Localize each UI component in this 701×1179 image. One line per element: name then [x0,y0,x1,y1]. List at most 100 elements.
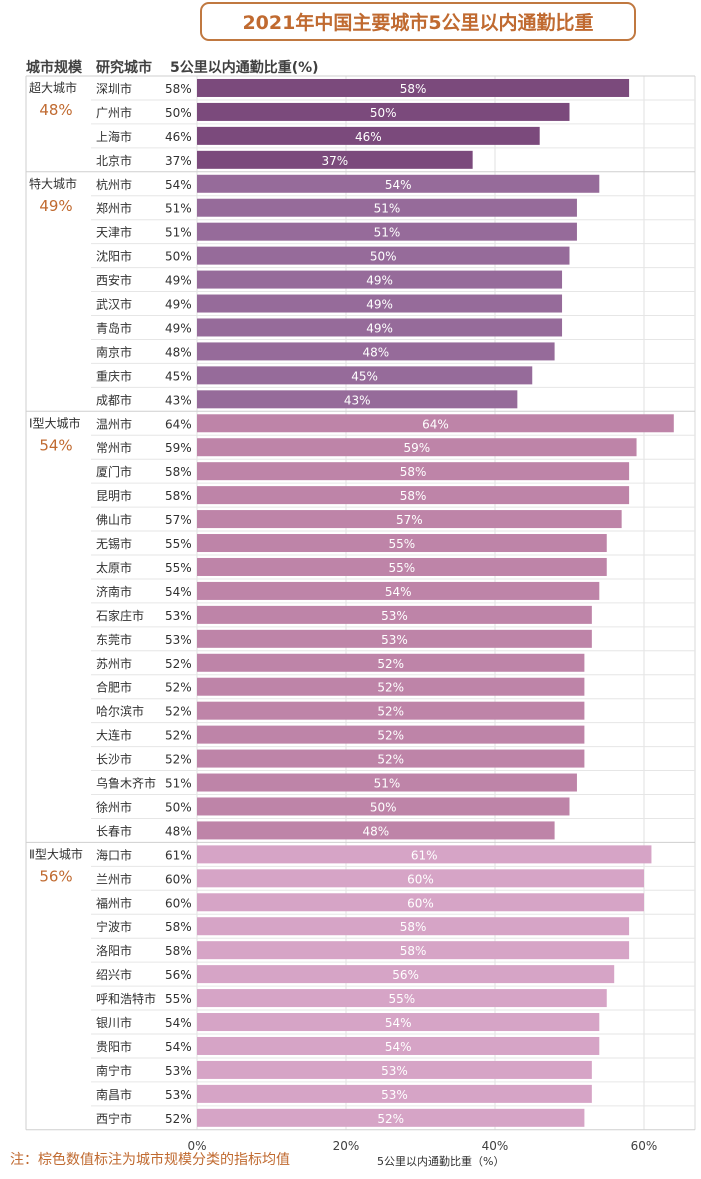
value-label: 59% [165,441,192,455]
value-label: 52% [165,753,192,767]
value-label: 50% [165,250,192,264]
chart-title: 2021年中国主要城市5公里以内通勤比重 [200,2,636,41]
value-label: 48% [165,824,192,838]
bar-data-label: 49% [366,298,393,312]
bar [197,1036,600,1055]
bar [197,773,577,792]
city-label: 天津市 [96,225,132,240]
bar-data-label: 58% [400,944,427,958]
value-label: 54% [165,585,192,599]
bar-data-label: 51% [374,777,401,791]
bar [197,126,540,145]
value-label: 49% [165,274,192,288]
bar [197,78,630,97]
bar [197,821,555,840]
bar-data-label: 55% [389,561,416,575]
bar-data-label: 52% [377,729,404,743]
bar [197,534,607,553]
bar-data-label: 64% [422,417,449,431]
city-label: 西宁市 [96,1111,132,1126]
city-label: 南宁市 [96,1063,132,1078]
value-label: 57% [165,513,192,527]
chart-title-text: 2021年中国主要城市5公里以内通勤比重 [242,12,594,34]
value-label: 55% [165,992,192,1006]
bar [197,557,607,576]
bar-data-label: 53% [381,1064,408,1078]
bar [197,438,637,457]
bar [197,989,607,1008]
bar-data-label: 52% [377,753,404,767]
value-label: 48% [165,345,192,359]
bar [197,1108,585,1127]
bar [197,1060,592,1079]
bar [197,390,518,409]
x-tick-label: 20% [333,1139,360,1153]
bar-data-label: 55% [389,992,416,1006]
x-tick-label: 0% [187,1139,206,1153]
bar [197,174,600,193]
bar [197,222,577,241]
value-label: 52% [165,657,192,671]
value-label: 50% [165,106,192,120]
value-label: 49% [165,298,192,312]
value-label: 52% [165,729,192,743]
bar [197,701,585,720]
bar-data-label: 52% [377,1112,404,1126]
city-label: 佛山市 [96,512,132,527]
bar-data-label: 52% [377,705,404,719]
group-average: 56% [39,867,72,885]
bar [197,725,585,744]
value-label: 61% [165,848,192,862]
value-label: 49% [165,321,192,335]
value-label: 52% [165,681,192,695]
bar [197,342,555,361]
bar-data-label: 53% [381,1088,408,1102]
group-average: 48% [39,101,72,119]
bar-data-label: 56% [392,968,419,982]
city-label: 大连市 [96,728,132,743]
city-label: 南昌市 [96,1087,132,1102]
city-label: 海口市 [96,847,132,862]
bar-data-label: 49% [366,321,393,335]
city-label: 杭州市 [96,177,132,192]
city-label: 重庆市 [96,368,132,383]
value-label: 54% [165,1016,192,1030]
city-label: 贵阳市 [96,1039,132,1054]
bar [197,677,585,696]
city-label: 银川市 [96,1015,132,1030]
group-average: 54% [39,436,72,454]
city-label: 武汉市 [96,297,132,312]
city-label: 厦门市 [96,464,132,479]
bar [197,869,644,888]
bar-data-label: 46% [355,130,382,144]
bar-data-label: 53% [381,609,408,623]
city-label: 成都市 [96,392,132,407]
bar [197,1013,600,1032]
bar-data-label: 48% [362,345,389,359]
bar-data-label: 54% [385,1040,412,1054]
city-label: 长沙市 [96,752,132,767]
bar [197,462,630,481]
value-label: 43% [165,393,192,407]
bar-data-label: 43% [344,393,371,407]
city-label: 合肥市 [96,680,132,695]
city-label: 广州市 [96,105,132,120]
city-label: 常州市 [96,440,132,455]
city-label: 上海市 [96,129,132,144]
bar [197,749,585,768]
bar-data-label: 50% [370,250,397,264]
value-label: 50% [165,800,192,814]
city-label: 温州市 [96,416,132,431]
bar-data-label: 57% [396,513,423,527]
bar [197,510,622,529]
city-label: 太原市 [96,560,132,575]
bar-data-label: 54% [385,1016,412,1030]
value-label: 51% [165,226,192,240]
value-label: 64% [165,417,192,431]
bar-data-label: 61% [411,848,438,862]
value-label: 55% [165,561,192,575]
value-label: 45% [165,369,192,383]
bar [197,486,630,505]
bar-data-label: 60% [407,896,434,910]
group-label: 超大城市 [29,80,77,95]
